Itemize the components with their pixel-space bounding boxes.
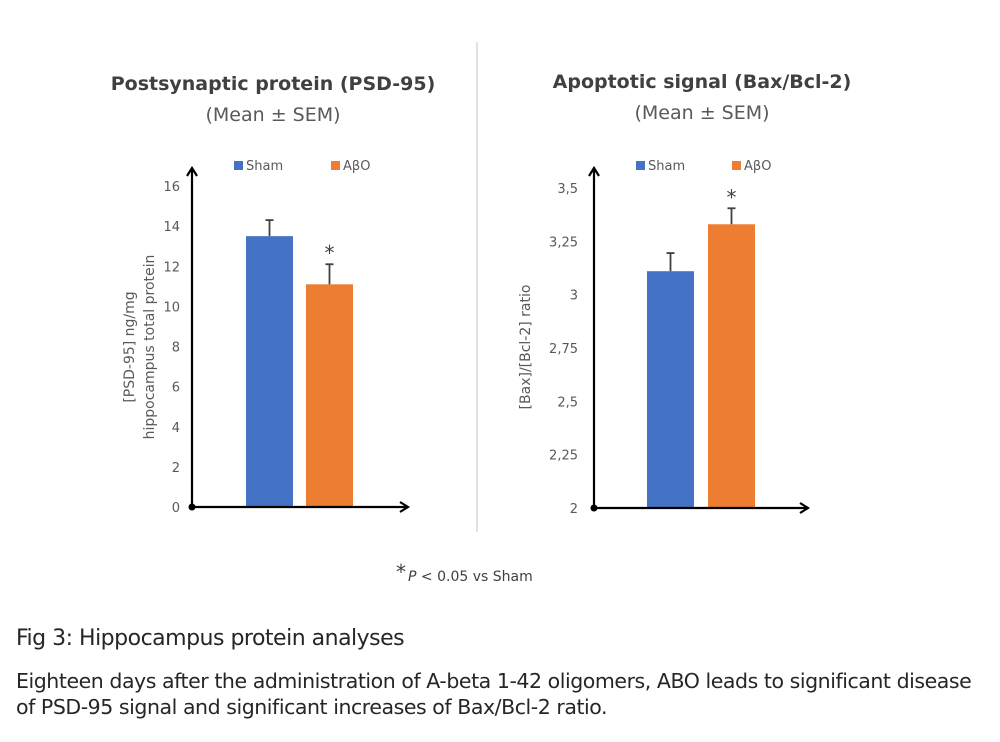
figure-caption-body: Eighteen days after the administration o… (16, 669, 972, 719)
chart-subtitle: (Mean ± SEM) (634, 102, 769, 124)
y-tick-label: 14 (163, 220, 180, 235)
figure-caption-title: Fig 3: Hippocampus protein analyses (16, 626, 405, 651)
y-tick-label: 3,5 (557, 182, 578, 197)
footnote-text: P < 0.05 vs Sham (408, 569, 533, 585)
y-tick-label: 10 (163, 300, 180, 315)
y-axis-title-line-1: [PSD-95] ng/mg (122, 291, 138, 402)
legend-label-abo: AβO (744, 159, 771, 174)
legend-swatch-sham (636, 161, 645, 170)
y-tick-label: 2,5 (557, 395, 578, 410)
y-tick-label: 4 (172, 421, 180, 436)
axis-origin (590, 504, 598, 512)
bars: * (647, 185, 755, 508)
y-tick-label: 3 (570, 289, 578, 304)
y-tick-label: 6 (172, 381, 180, 396)
y-tick-label: 8 (172, 341, 180, 356)
bars: * (246, 219, 353, 507)
y-tick-label: 0 (172, 501, 180, 516)
legend: Sham AβO (234, 159, 370, 174)
legend-swatch-sham (234, 161, 243, 170)
legend-label-sham: Sham (648, 159, 685, 174)
significance-star: * (325, 241, 335, 265)
chart-title: Apoptotic signal (Bax/Bcl-2) (553, 71, 852, 93)
y-tick-label: 2 (570, 502, 578, 517)
y-tick-label: 2,25 (549, 449, 578, 464)
footnote-p: P (408, 569, 417, 585)
y-tick-label: 2,75 (549, 342, 578, 357)
significance-footnote: * P < 0.05 vs Sham (396, 560, 533, 585)
legend-label-sham: Sham (246, 159, 283, 174)
y-tick-label: 12 (163, 260, 180, 275)
psd95-chart: Postsynaptic protein (PSD-95) (Mean ± SE… (111, 73, 436, 516)
legend-label-abo: AβO (343, 159, 370, 174)
significance-star: * (727, 185, 737, 209)
y-axis-title: [Bax]/[Bcl-2] ratio (518, 285, 534, 410)
legend: Sham AβO (636, 159, 771, 174)
legend-swatch-abo (732, 161, 741, 170)
y-tick-label: 2 (172, 461, 180, 476)
bar-ao (708, 224, 755, 508)
y-tick-label: 16 (163, 180, 180, 195)
y-axis-title-line-1: [Bax]/[Bcl-2] ratio (518, 285, 534, 410)
footnote-star: * (396, 560, 406, 584)
bar-sham (246, 236, 293, 507)
bar-sham (647, 271, 694, 508)
y-tick-labels: 2 2,25 2,5 2,75 3 3,25 3,5 (549, 182, 578, 517)
y-tick-labels: 0 2 4 6 8 10 12 14 16 (163, 180, 180, 516)
legend-swatch-abo (331, 161, 340, 170)
y-tick-label: 3,25 (549, 235, 578, 250)
y-axis-title: [PSD-95] ng/mg hippocampus total protein (122, 255, 158, 440)
chart-title: Postsynaptic protein (PSD-95) (111, 73, 436, 95)
axis-origin (188, 503, 196, 511)
y-axis-title-line-2: hippocampus total protein (142, 255, 158, 440)
footnote-rest: < 0.05 vs Sham (416, 569, 532, 585)
bar-ao (306, 284, 353, 507)
bax-bcl2-chart: Apoptotic signal (Bax/Bcl-2) (Mean ± SEM… (518, 71, 851, 517)
chart-subtitle: (Mean ± SEM) (205, 104, 340, 126)
